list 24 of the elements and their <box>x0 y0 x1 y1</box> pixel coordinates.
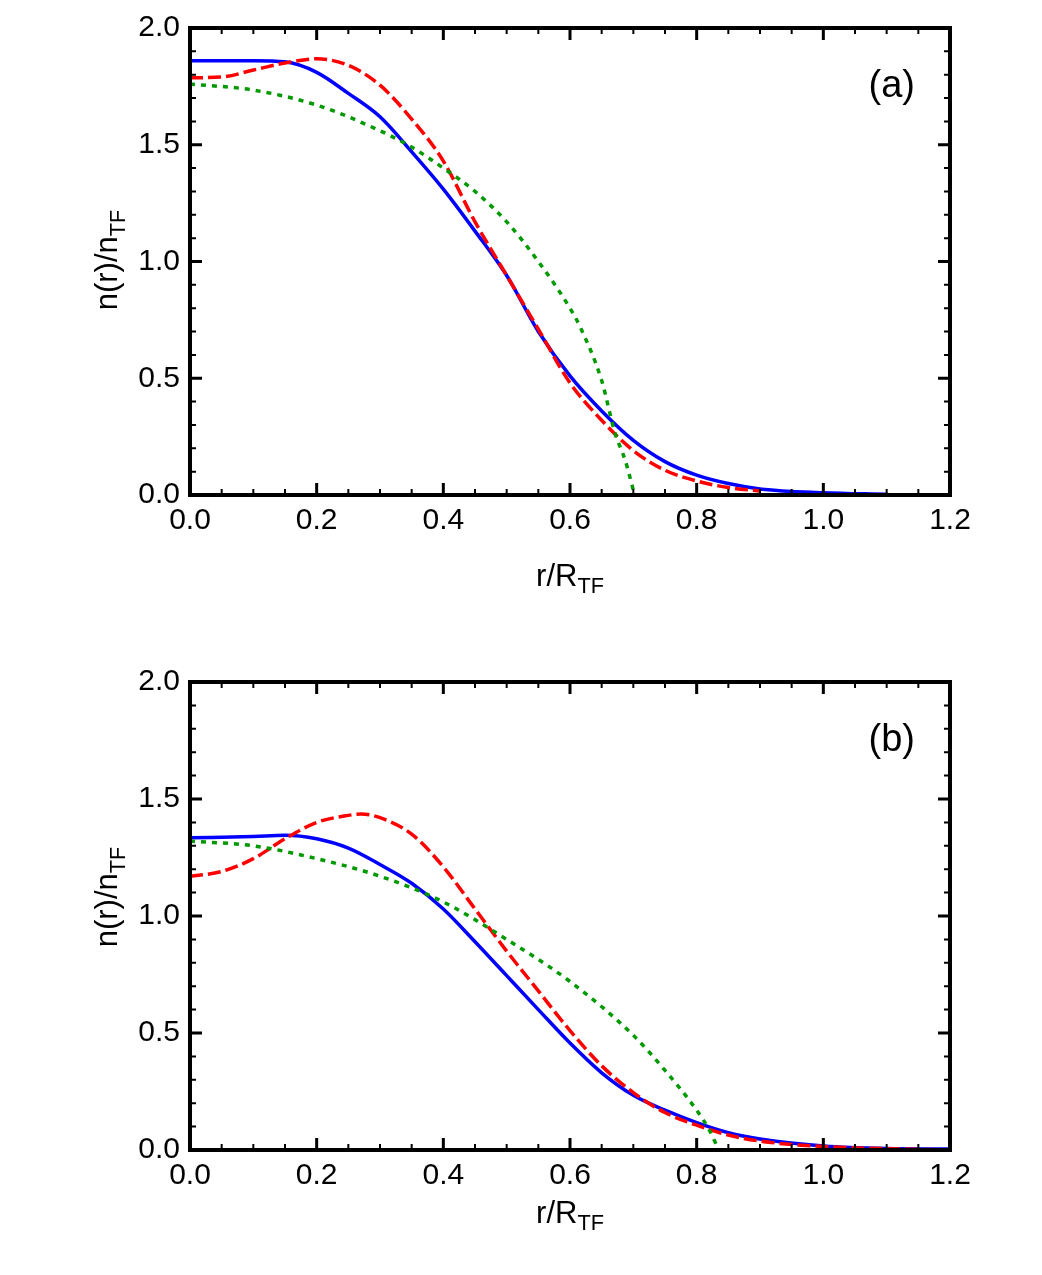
x-tick-label: 0.8 <box>675 502 718 536</box>
x-tick-label: 1.0 <box>802 1157 845 1191</box>
x-axis-title: r/R$_{TF}$ <box>535 558 605 600</box>
y-tick-label: 1.5 <box>138 126 180 160</box>
x-tick-label: 0.2 <box>295 1157 338 1191</box>
x-tick-label: 0.6 <box>549 502 591 536</box>
x-tick-label: 1.2 <box>929 502 971 536</box>
x-tick-label: 0.2 <box>295 502 338 536</box>
x-axis-title: r/R$_{TF}$ <box>535 1195 605 1237</box>
y-tick-label: 0.5 <box>138 1014 180 1048</box>
x-tick-label: 1.2 <box>929 1157 971 1191</box>
x-tick-label: 0.4 <box>422 1157 465 1191</box>
x-tick-label: 0.4 <box>422 502 465 536</box>
y-tick-label: 2.0 <box>138 663 180 697</box>
x-tick-label: 0.8 <box>675 1157 718 1191</box>
x-tick-label: 1.0 <box>802 502 845 536</box>
y-tick-label: 1.0 <box>138 897 180 931</box>
y-tick-label: 2.0 <box>138 9 180 43</box>
y-tick-label: 1.5 <box>138 780 180 814</box>
y-tick-label: 0.5 <box>138 359 180 393</box>
annotation: (b) <box>868 717 915 760</box>
annotation: (a) <box>868 63 915 106</box>
y-tick-label: 1.0 <box>138 242 180 276</box>
x-tick-label: 0.6 <box>549 1157 591 1191</box>
